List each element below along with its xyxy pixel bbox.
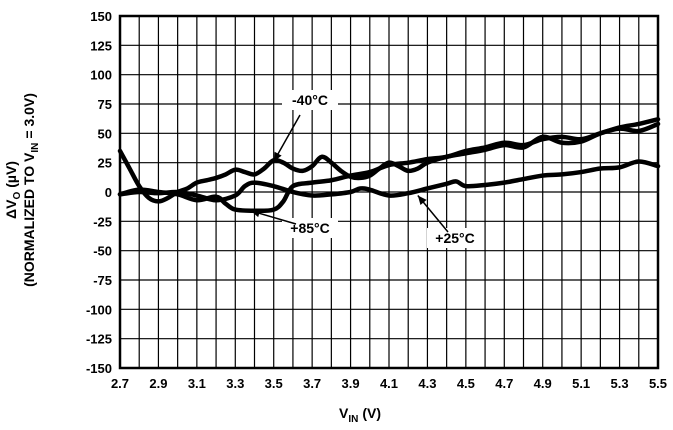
annotation-bg [427, 228, 483, 248]
x-tick-label: 3.9 [342, 376, 360, 391]
y-axis-label-line2: (NORMALIZED TO VIN= 3.0V) [21, 93, 41, 287]
x-axis-label: VIN (V) [339, 405, 381, 425]
x-tick-label: 3.1 [188, 376, 206, 391]
annotation-arrowhead [273, 151, 282, 162]
y-tick-label: -50 [93, 244, 112, 259]
x-tick-label: 5.1 [572, 376, 590, 391]
grid [119, 15, 659, 369]
y-tick-label: -125 [86, 332, 112, 347]
series-line [117, 121, 661, 204]
x-tick-label: 4.5 [457, 376, 475, 391]
plot-frame [118, 14, 660, 370]
x-tick-label: 3.3 [226, 376, 244, 391]
x-tick-label: 4.9 [534, 376, 552, 391]
series-line [117, 117, 661, 214]
x-tick-label: 4.1 [380, 376, 398, 391]
x-tick-label: 3.7 [303, 376, 321, 391]
annotation-label: +85°C [290, 220, 329, 236]
annotation-bg [282, 90, 338, 110]
plot-border [118, 14, 660, 370]
y-tick-label: 0 [105, 185, 112, 200]
x-tick-label: 4.7 [495, 376, 513, 391]
y-tick-label: 125 [90, 38, 112, 53]
series-layer [117, 117, 661, 214]
x-tick-label: 5.3 [611, 376, 629, 391]
y-tick-label: 150 [90, 9, 112, 24]
series-line [117, 159, 661, 203]
x-tick-label: 3.5 [265, 376, 283, 391]
x-tick-label: 4.3 [418, 376, 436, 391]
tick-labels: 2.7 2.9 3.1 3.3 3.5 3.7 3.9 4.1 4.3 4.5 4.7 4.9 5.1 5… [86, 9, 667, 391]
annotation-label: +25°C [435, 230, 474, 246]
x-tick-label: 2.7 [111, 376, 129, 391]
x-tick-label: 5.5 [649, 376, 667, 391]
annotation-bg [282, 218, 338, 238]
annotation-arrowhead [250, 209, 261, 218]
y-tick-label: -25 [93, 214, 112, 229]
annotations: -40°C +85°C +25°C [250, 90, 483, 248]
y-tick-label: 50 [98, 126, 112, 141]
annotation-label: -40°C [292, 92, 328, 108]
y-tick-label: -75 [93, 273, 112, 288]
x-tick-label: 2.9 [149, 376, 167, 391]
y-tick-label: -150 [86, 361, 112, 376]
y-axis-label-line1: ΔVO(µV) [3, 161, 23, 219]
annotation-arrowhead [417, 195, 427, 206]
y-tick-label: 25 [98, 156, 112, 171]
y-tick-label: 75 [98, 97, 112, 112]
y-tick-label: 100 [90, 68, 112, 83]
y-tick-label: -100 [86, 302, 112, 317]
